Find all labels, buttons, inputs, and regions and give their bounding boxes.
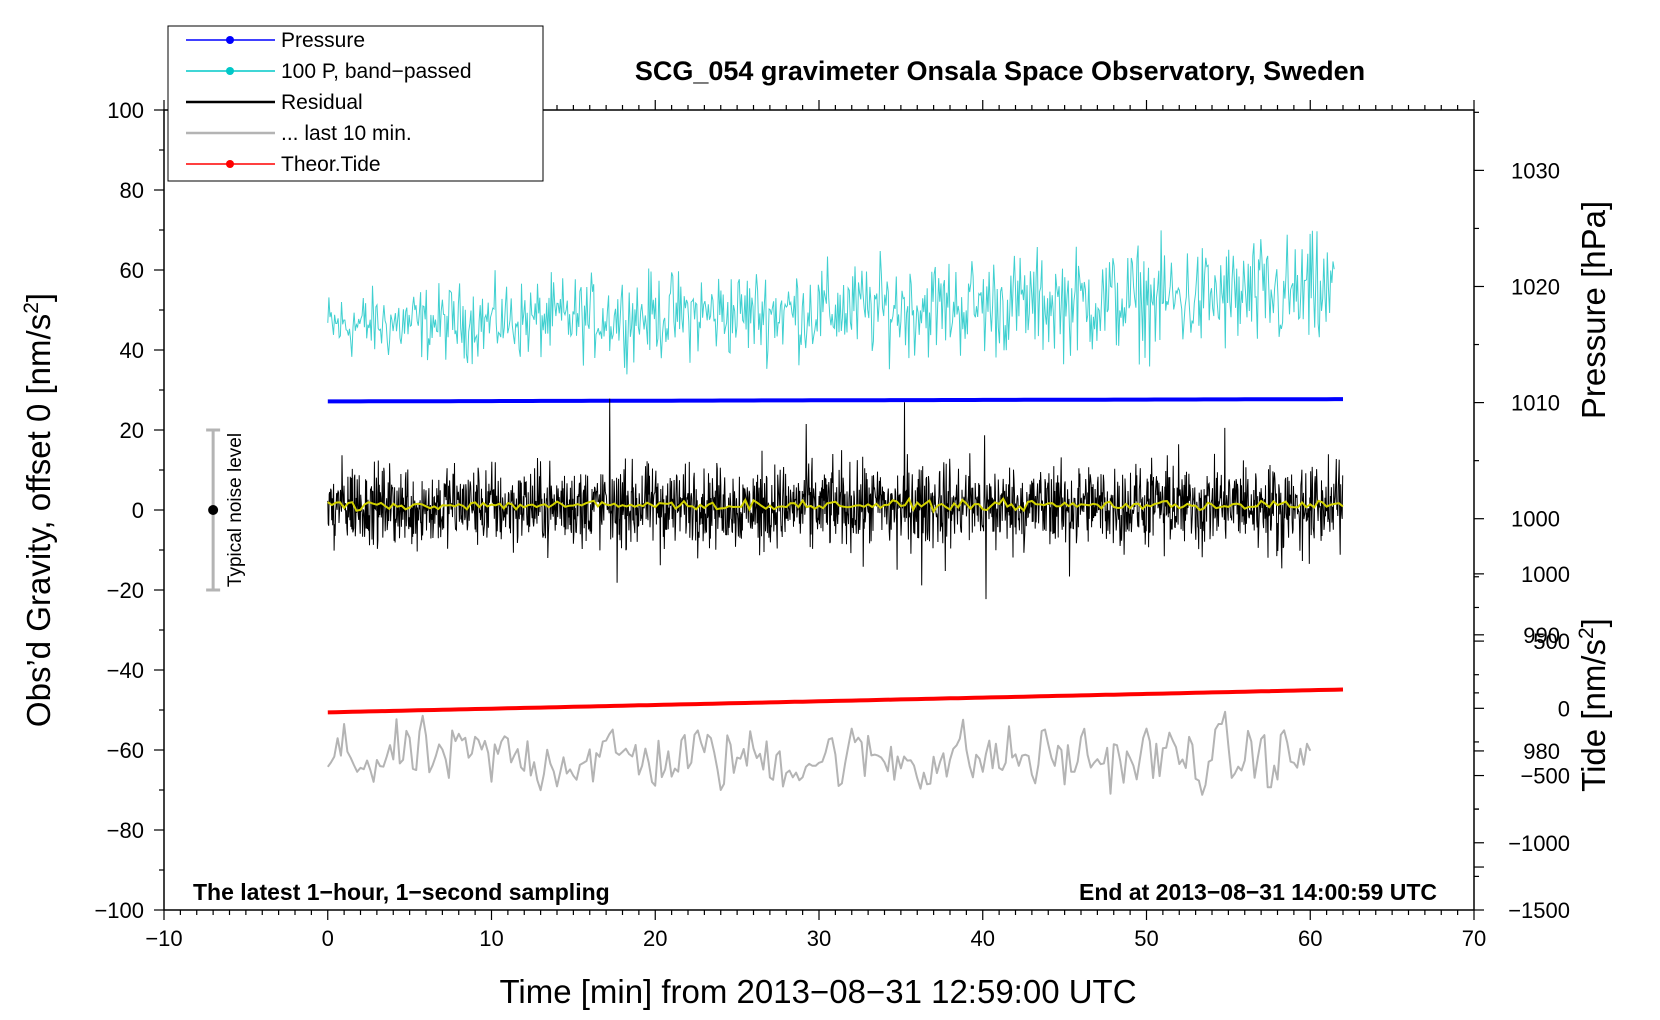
x-tick-label: 40 xyxy=(971,926,995,951)
x-tick-label: 70 xyxy=(1462,926,1486,951)
y-axis-label-tide-end: ] xyxy=(1575,618,1612,627)
annotation-end-time: End at 2013−08−31 14:00:59 UTC xyxy=(1079,879,1437,905)
tide-tick-label: 0 xyxy=(1558,696,1570,721)
y-tick-label-left: 0 xyxy=(132,498,144,523)
y-axis-label-left-end: ] xyxy=(20,293,57,302)
axis-ticks: −10 0 10 20 30 40 50 60 70100806040200−20−40−60−… xyxy=(94,98,1570,951)
legend-box xyxy=(167,25,544,182)
annotation-sampling: The latest 1−hour, 1−second sampling xyxy=(193,879,610,905)
x-tick-label: 60 xyxy=(1298,926,1322,951)
y-axis-label-tide-sup: 2 xyxy=(1575,627,1598,639)
y-tick-label-left: 100 xyxy=(107,98,144,123)
series-residual-smoothed-line xyxy=(327,496,1344,514)
y-tick-label-left: −100 xyxy=(94,898,144,923)
legend-marker xyxy=(226,36,234,44)
series-tide-line xyxy=(327,687,1344,715)
pressure-tick-label: 1010 xyxy=(1511,391,1560,416)
y-axis-label-tide-text: Tide [nm/s xyxy=(1575,639,1612,792)
x-tick-label: 50 xyxy=(1134,926,1158,951)
y-tick-label-left: −80 xyxy=(107,818,144,843)
pressure-tick-label: 990 xyxy=(1523,623,1560,648)
legend-label: 100 P, band−passed xyxy=(281,60,472,83)
x-tick-label: 30 xyxy=(807,926,831,951)
y-tick-label-left: 20 xyxy=(120,418,144,443)
y-tick-label-left: 80 xyxy=(120,178,144,203)
legend: Pressure 100 P, band−passed Residual ... la… xyxy=(167,25,544,182)
noise-bar-center-dot xyxy=(208,505,219,515)
series-pressure-line xyxy=(327,397,1343,404)
tide-tick-label: −1000 xyxy=(1508,831,1570,856)
y-tick-label-left: 60 xyxy=(120,258,144,283)
x-tick-label: −10 xyxy=(145,926,182,951)
pressure-tick-label: 1030 xyxy=(1511,158,1560,183)
tide-tick-label: −500 xyxy=(1520,764,1570,789)
y-axis-label-left: Obs’d Gravity, offset 0 [nm/s2] xyxy=(20,293,57,727)
x-axis-label: Time [min] from 2013−08−31 12:59:00 UTC xyxy=(499,973,1136,1010)
y-tick-label-left: −20 xyxy=(107,578,144,603)
legend-label: Residual xyxy=(281,91,363,114)
y-axis-label-left-sup: 2 xyxy=(20,302,43,314)
legend-label: Theor.Tide xyxy=(281,153,381,176)
legend-label: Pressure xyxy=(281,29,365,52)
pressure-tick-label: 1000 xyxy=(1511,507,1560,532)
x-tick-label: 0 xyxy=(322,926,334,951)
tide-tick-label: 500 xyxy=(1533,629,1570,654)
noise-level-bar xyxy=(206,428,221,592)
y-axis-label-pressure: Pressure [hPa] xyxy=(1575,201,1612,419)
chart-title: SCG_054 gravimeter Onsala Space Observat… xyxy=(635,56,1365,86)
legend-label: ... last 10 min. xyxy=(281,122,412,145)
y-tick-label-left: −60 xyxy=(107,738,144,763)
series-last-10-min-line xyxy=(326,710,1312,796)
series-residual-line xyxy=(327,398,1344,600)
series-layer xyxy=(326,230,1344,796)
series-band-passed-line xyxy=(327,230,1335,375)
pressure-tick-label: 980 xyxy=(1523,739,1560,764)
x-tick-label: 20 xyxy=(643,926,667,951)
legend-marker xyxy=(226,67,234,75)
y-axis-label-tide: Tide [nm/s2] xyxy=(1575,618,1612,792)
pressure-tick-label: 1020 xyxy=(1511,274,1560,299)
legend-marker xyxy=(226,160,234,168)
noise-level-label: Typical noise level xyxy=(225,433,246,587)
tide-tick-label: 1000 xyxy=(1521,562,1570,587)
y-axis-label-left-text: Obs’d Gravity, offset 0 [nm/s xyxy=(20,314,57,727)
tide-tick-label: −1500 xyxy=(1508,898,1570,923)
x-tick-label: 10 xyxy=(479,926,503,951)
y-tick-label-left: −40 xyxy=(107,658,144,683)
y-tick-label-left: 40 xyxy=(120,338,144,363)
